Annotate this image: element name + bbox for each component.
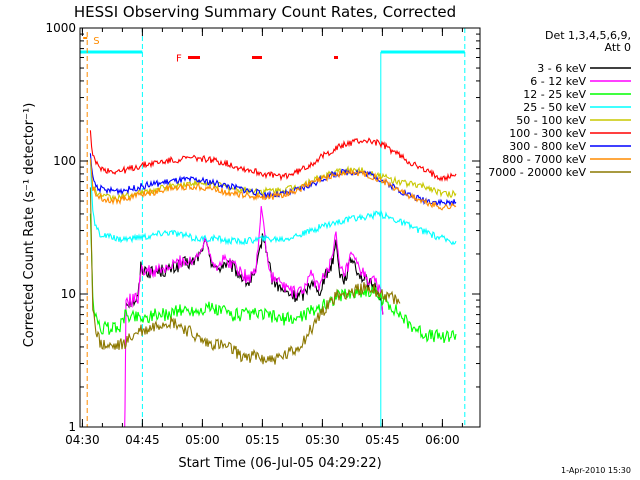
series-group [89, 130, 457, 427]
legend-label-5: 100 - 300 keV [509, 127, 586, 140]
legend-label-7: 800 - 7000 keV [502, 153, 586, 166]
x-axis-label: Start Time (06-Jul-05 04:29:22) [178, 456, 381, 471]
y-axis: 1 10 100 1000 [45, 21, 480, 434]
series-line-2 [89, 213, 457, 344]
x-tick-label-6: 06:00 [425, 433, 460, 447]
y-tick-label-3: 1000 [45, 21, 76, 35]
legend-title-line-2: Att 0 [605, 41, 631, 54]
series-line-7 [89, 158, 457, 211]
series-line-4 [89, 159, 457, 203]
legend-label-0: 3 - 6 keV [537, 62, 586, 75]
series-line-0 [125, 233, 384, 315]
series-line-1 [124, 206, 384, 427]
legend-label-8: 7000 - 20000 keV [488, 166, 586, 179]
x-tick-label-4: 05:30 [305, 433, 340, 447]
x-axis: 04:30 04:45 05:00 05:15 05:30 05:45 06:00 [65, 28, 463, 447]
x-tick-label-2: 05:00 [185, 433, 220, 447]
y-axis-label: Corrected Count Rate (s⁻¹ detector⁻¹) [22, 103, 37, 348]
x-tick-label-1: 04:45 [125, 433, 160, 447]
series-line-8 [89, 187, 401, 365]
legend-title-line-1: Det 1,3,4,5,6,9, [545, 29, 631, 42]
plot-frame [79, 27, 481, 428]
y-tick-label-2: 100 [53, 154, 76, 168]
series-line-5 [89, 130, 457, 183]
x-tick-label-3: 05:15 [245, 433, 280, 447]
legend-label-6: 300 - 800 keV [509, 140, 586, 153]
y-tick-label-1: 10 [61, 287, 76, 301]
legend-label-4: 50 - 100 keV [516, 114, 586, 127]
chart-title: HESSI Observing Summary Count Rates, Cor… [74, 3, 456, 21]
series-line-3 [89, 160, 457, 246]
x-tick-label-5: 05:45 [365, 433, 400, 447]
plot-timestamp: 1-Apr-2010 15:30 [561, 466, 631, 475]
flare-label: F [176, 54, 182, 65]
y-tick-label-0: 1 [68, 420, 76, 434]
legend-label-2: 12 - 25 keV [523, 88, 586, 101]
legend-label-1: 6 - 12 keV [530, 75, 586, 88]
plot-area: SF [79, 27, 481, 428]
x-tick-label-0: 04:30 [65, 433, 100, 447]
saa-label: S [93, 36, 99, 47]
legend-label-3: 25 - 50 keV [523, 101, 586, 114]
